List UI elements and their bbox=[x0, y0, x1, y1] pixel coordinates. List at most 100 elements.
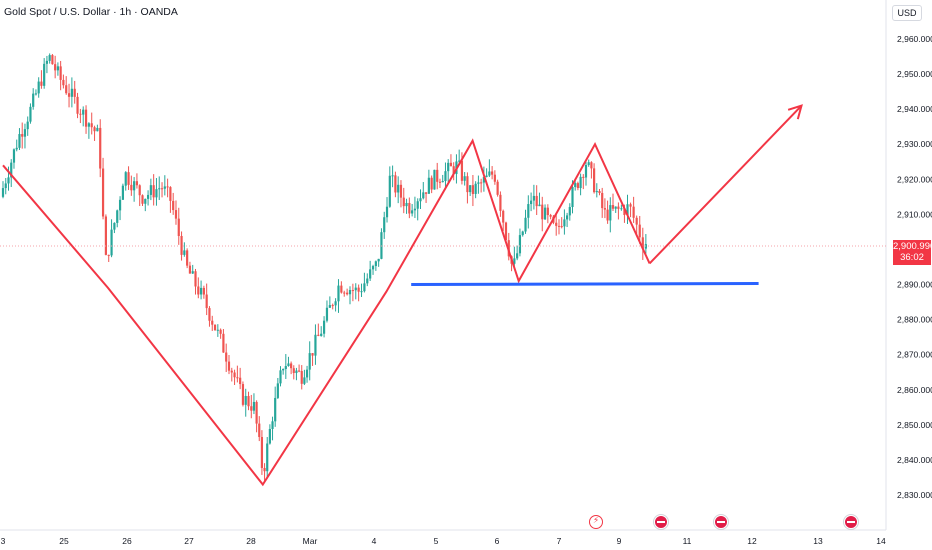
candle-body bbox=[399, 184, 403, 198]
candle-body bbox=[363, 283, 366, 292]
candle-body bbox=[606, 209, 609, 221]
us-flag-icon[interactable] bbox=[653, 515, 668, 529]
candle-body bbox=[603, 208, 606, 210]
candle-body bbox=[348, 290, 352, 295]
candle-body bbox=[546, 207, 549, 216]
flash-event-icon[interactable]: ⚡ bbox=[589, 515, 603, 529]
candle-body bbox=[266, 443, 269, 472]
candle-body bbox=[124, 172, 127, 186]
candle-body bbox=[388, 175, 391, 207]
candle-body bbox=[40, 81, 43, 86]
candle-body bbox=[252, 401, 256, 411]
candle-body bbox=[79, 113, 82, 115]
candle-body bbox=[166, 186, 169, 188]
candle-body bbox=[199, 287, 203, 295]
x-tick-label: 6 bbox=[495, 536, 500, 546]
candle-body bbox=[394, 175, 397, 193]
candle-body bbox=[160, 188, 164, 190]
candle-body bbox=[322, 320, 326, 334]
us-flag-icon[interactable] bbox=[713, 515, 728, 529]
candle-body bbox=[427, 177, 430, 194]
candle-body bbox=[113, 222, 116, 230]
candle-body bbox=[334, 301, 337, 306]
candle-body bbox=[632, 206, 635, 218]
candle-body bbox=[292, 368, 295, 374]
candle-body bbox=[584, 164, 588, 178]
candle-body bbox=[230, 370, 233, 373]
candle-body bbox=[331, 305, 334, 307]
x-tick-label: 13 bbox=[813, 536, 823, 546]
last-price-badge: 2,900.990 36:02 bbox=[893, 240, 932, 265]
candle-body bbox=[541, 204, 544, 220]
support-neckline[interactable] bbox=[411, 281, 759, 287]
candle-body bbox=[590, 162, 593, 169]
candle-body bbox=[411, 210, 414, 214]
candle-body bbox=[23, 129, 27, 137]
candle-body bbox=[10, 162, 13, 178]
candle-body bbox=[626, 204, 629, 215]
candle-body bbox=[183, 250, 186, 255]
candle-body bbox=[433, 169, 436, 190]
candle-body bbox=[566, 215, 569, 220]
candle-body bbox=[7, 177, 10, 184]
candle-body bbox=[205, 294, 208, 309]
candle-body bbox=[250, 406, 253, 411]
x-tick-label: 11 bbox=[683, 536, 692, 546]
candle-body bbox=[535, 195, 538, 207]
candle-body bbox=[216, 329, 219, 331]
candle-body bbox=[598, 191, 601, 193]
y-tick-label: 2,830.000 bbox=[897, 490, 932, 500]
candle-body bbox=[579, 176, 582, 189]
y-tick-label: 2,960.000 bbox=[897, 34, 932, 44]
candle-body bbox=[194, 271, 197, 287]
candle-body bbox=[158, 188, 161, 190]
candle-body bbox=[233, 372, 236, 378]
candle-body bbox=[67, 93, 71, 97]
candle-body bbox=[244, 396, 247, 405]
pattern-zigzag-line[interactable] bbox=[2, 138, 651, 487]
candle-body bbox=[482, 176, 485, 183]
candle-body bbox=[314, 334, 317, 356]
us-flag-icon[interactable] bbox=[843, 515, 858, 529]
candle-body bbox=[574, 183, 577, 188]
candle-body bbox=[236, 377, 239, 379]
candle-body bbox=[504, 222, 508, 241]
candle-body bbox=[107, 254, 110, 256]
candle-body bbox=[617, 206, 620, 209]
x-tick-label: 28 bbox=[246, 536, 256, 546]
candle-body bbox=[110, 229, 113, 256]
candle-body bbox=[491, 171, 494, 175]
candle-body bbox=[488, 171, 491, 176]
candle-body bbox=[311, 353, 314, 356]
candle-body bbox=[186, 250, 189, 266]
candle-body bbox=[54, 64, 57, 71]
x-tick-label: 27 bbox=[184, 536, 194, 546]
candle-body bbox=[82, 109, 85, 115]
candle-body bbox=[587, 162, 590, 165]
currency-button[interactable]: USD bbox=[892, 5, 922, 21]
candle-body bbox=[118, 199, 122, 211]
candle-body bbox=[101, 168, 105, 217]
candle-body bbox=[480, 182, 483, 184]
projection-arrow[interactable] bbox=[648, 104, 803, 265]
candle-body bbox=[463, 176, 466, 181]
candle-body bbox=[18, 134, 21, 148]
symbol-title: Gold Spot / U.S. Dollar · 1h · OANDA bbox=[4, 6, 178, 18]
candle-body bbox=[133, 181, 136, 191]
x-tick-label: 12 bbox=[747, 536, 757, 546]
x-tick-label: 25 bbox=[59, 536, 69, 546]
candle-body bbox=[152, 185, 155, 198]
candle-body bbox=[444, 171, 447, 182]
candle-body bbox=[485, 175, 488, 177]
candle-body bbox=[477, 182, 480, 184]
candle-body bbox=[271, 421, 274, 429]
candle-body bbox=[258, 423, 261, 437]
candle-body bbox=[638, 224, 641, 238]
candle-body bbox=[308, 353, 311, 370]
candle-body bbox=[21, 134, 24, 137]
candle-body bbox=[560, 226, 563, 228]
candle-body bbox=[430, 177, 433, 190]
candle-body bbox=[227, 361, 231, 371]
candle-body bbox=[172, 200, 175, 211]
